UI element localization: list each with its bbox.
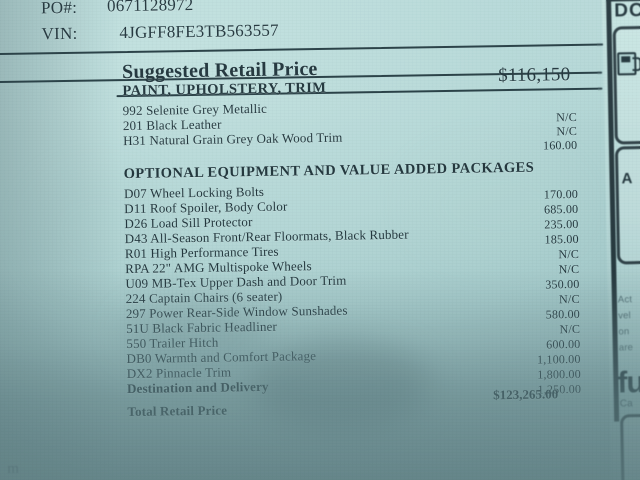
photo-shadow-bottom [0, 270, 640, 480]
